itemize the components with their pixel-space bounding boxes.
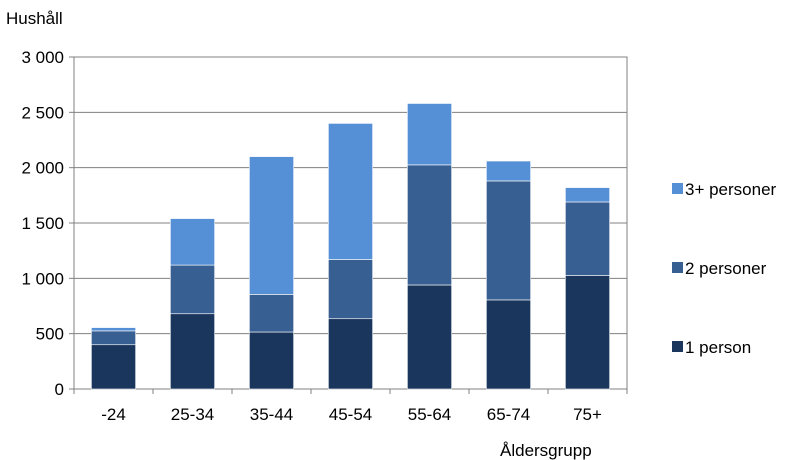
y-tick-label: 2 000	[21, 159, 64, 178]
bar-segment	[249, 294, 294, 333]
bar-segment	[249, 331, 294, 390]
y-tick-label: 500	[36, 325, 64, 344]
x-tick-label: 35-44	[250, 405, 293, 424]
x-tick-label: 75+	[573, 405, 602, 424]
legend-label: 1 person	[685, 338, 751, 357]
legend-swatch	[672, 341, 683, 352]
legend-swatch	[672, 262, 683, 273]
bar-segment	[170, 218, 215, 266]
y-tick-label: 3 000	[21, 48, 64, 67]
bar-segment	[328, 318, 373, 390]
legend: 3+ personer 2 personer 1 person	[672, 180, 777, 357]
y-tick-label: 0	[55, 380, 64, 399]
bars	[91, 103, 610, 390]
x-tick-label: 65-74	[487, 405, 530, 424]
y-tick-label: 1 000	[21, 269, 64, 288]
bar-segment	[407, 164, 452, 286]
y-axis-label: Hushåll	[6, 9, 63, 28]
x-axis-ticks: -24 25-34 35-44 45-54 55-64 65-74 75+	[73, 389, 628, 424]
bar-segment	[486, 180, 531, 301]
bar-segment	[328, 123, 373, 260]
x-tick-label: -24	[101, 405, 126, 424]
x-tick-label: 25-34	[171, 405, 214, 424]
bar-segment	[170, 264, 215, 315]
x-tick-label: 55-64	[408, 405, 451, 424]
bar-segment	[565, 187, 610, 203]
bar-segment	[249, 156, 294, 295]
legend-label: 2 personer	[685, 259, 767, 278]
bar-segment	[565, 275, 610, 390]
bar-segment	[91, 344, 136, 390]
bar-segment	[91, 330, 136, 346]
bar-segment	[565, 201, 610, 276]
bar-segment	[328, 259, 373, 320]
y-tick-label: 2 500	[21, 103, 64, 122]
bar-segment	[170, 313, 215, 390]
legend-swatch	[672, 183, 683, 194]
bar-segment	[407, 103, 452, 166]
bar-segment	[91, 327, 136, 332]
bar-segment	[486, 299, 531, 390]
bar-segment	[407, 284, 452, 390]
x-tick-label: 45-54	[329, 405, 372, 424]
legend-label: 3+ personer	[685, 180, 777, 199]
bar-segment	[486, 160, 531, 182]
y-tick-label: 1 500	[21, 214, 64, 233]
y-axis-ticks: 0 500 1 000 1 500 2 000 2 500 3 000	[21, 48, 74, 399]
x-axis-label: Åldersgrupp	[500, 441, 592, 460]
